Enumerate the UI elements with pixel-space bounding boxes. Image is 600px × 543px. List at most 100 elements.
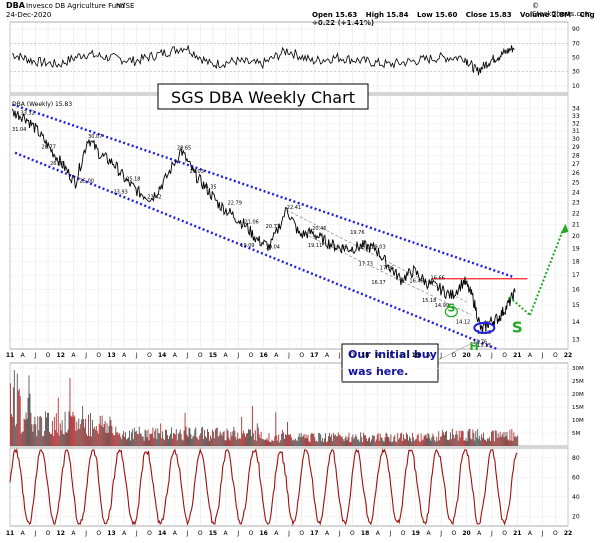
- volume-bar: [98, 423, 100, 446]
- volume-bar: [183, 430, 185, 446]
- volume-bar: [47, 412, 48, 446]
- volume-bar: [347, 437, 349, 446]
- volume-bar: [454, 434, 456, 446]
- volume-bar: [499, 431, 501, 446]
- volume-bar: [382, 440, 384, 446]
- volume-bar: [455, 430, 457, 446]
- volume-bar: [467, 431, 469, 446]
- volume-bar: [133, 427, 135, 446]
- volume-bar: [505, 436, 507, 446]
- volume-bar: [121, 439, 123, 446]
- volume-bar: [465, 438, 467, 446]
- volume-bar: [62, 433, 64, 446]
- volume-bar: [299, 436, 301, 446]
- price-tick-label: 33: [572, 113, 580, 120]
- x-tick-label-bottom: A: [426, 530, 431, 537]
- volume-bar: [489, 440, 491, 446]
- volume-bar: [304, 438, 306, 446]
- volume-bar: [507, 439, 509, 446]
- volume-bar: [435, 441, 437, 446]
- volume-bar: [348, 432, 350, 446]
- volume-bar: [488, 437, 490, 446]
- volume-bar: [449, 432, 451, 446]
- price-data-label: 19.04: [266, 244, 280, 250]
- volume-tick-label: 5M: [572, 431, 580, 437]
- volume-bar: [268, 433, 270, 446]
- volume-bar: [289, 434, 291, 446]
- fund-name: Invesco DB Agriculture Fund: [26, 2, 126, 10]
- volume-bar: [216, 427, 218, 446]
- volume-bar: [161, 438, 163, 446]
- volume-bar: [136, 433, 138, 446]
- x-tick-label-bottom: J: [389, 530, 392, 537]
- volume-bar: [28, 375, 30, 446]
- x-tick-label-bottom: 15: [209, 530, 217, 537]
- volume-bar: [32, 431, 34, 446]
- volume-bar: [171, 438, 173, 446]
- volume-bar: [246, 433, 247, 446]
- volume-bar: [167, 435, 168, 446]
- volume-bar: [107, 433, 109, 446]
- volume-bar: [357, 439, 359, 446]
- x-tick-label: O: [46, 352, 51, 359]
- volume-bar: [146, 437, 148, 446]
- volume-tick-label: 10M: [572, 418, 584, 424]
- x-tick-label: A: [426, 352, 431, 359]
- volume-bar: [419, 442, 421, 446]
- volume-bar: [459, 437, 461, 446]
- volume-bar: [156, 439, 158, 446]
- volume-bar: [253, 440, 255, 446]
- volume-bar: [132, 439, 134, 446]
- volume-bar: [396, 442, 398, 446]
- price-data-label: 17.73: [359, 261, 373, 267]
- volume-bar: [291, 440, 293, 446]
- volume-bar: [208, 431, 209, 446]
- volume-bar: [248, 429, 249, 446]
- volume-bar: [328, 432, 330, 446]
- volume-bar: [286, 434, 287, 446]
- volume-bar: [205, 436, 207, 446]
- volume-bar: [85, 418, 87, 446]
- x-tick-label-bottom: A: [173, 530, 178, 537]
- channel-upper-line: [12, 103, 513, 278]
- price-data-label: 20.73: [266, 224, 280, 230]
- price-data-label: 16.37: [371, 280, 385, 286]
- volume-bar: [163, 438, 165, 446]
- rsi-tick-label: 90: [572, 26, 580, 33]
- volume-bar: [122, 434, 124, 446]
- x-tick-label-bottom: J: [541, 530, 544, 537]
- volume-bar: [478, 438, 480, 446]
- chart-header: DBA Invesco DB Agriculture Fund NYSE 24-…: [0, 0, 600, 27]
- volume-bar: [351, 437, 353, 446]
- volume-bar: [516, 437, 518, 446]
- volume-bar: [426, 438, 428, 446]
- volume-bar: [52, 436, 54, 446]
- volume-bar: [308, 441, 310, 446]
- volume-bar: [223, 430, 225, 446]
- volume-bar: [273, 441, 275, 446]
- volume-bar: [312, 433, 314, 446]
- volume-bar: [492, 430, 494, 446]
- x-tick-label-bottom: J: [84, 530, 87, 537]
- volume-bar: [42, 436, 44, 446]
- price-tick-label: 18: [572, 258, 580, 265]
- volume-bar: [316, 440, 318, 446]
- volume-bar: [266, 438, 268, 446]
- volume-bar: [126, 439, 127, 446]
- volume-bar: [401, 432, 403, 446]
- volume-bar: [235, 436, 237, 446]
- volume-bar: [314, 437, 316, 446]
- volume-bar: [487, 438, 488, 446]
- volume-bar: [50, 433, 52, 446]
- volume-bar: [275, 412, 277, 446]
- volume-bar: [226, 428, 228, 446]
- volume-bar: [305, 434, 307, 446]
- volume-bar: [198, 439, 200, 446]
- x-tick-label: J: [541, 352, 544, 359]
- x-tick-label-bottom: 17: [310, 530, 318, 537]
- volume-bar: [152, 427, 154, 446]
- volume-bar: [118, 434, 120, 446]
- volume-bar: [147, 429, 149, 446]
- volume-bar: [307, 434, 309, 446]
